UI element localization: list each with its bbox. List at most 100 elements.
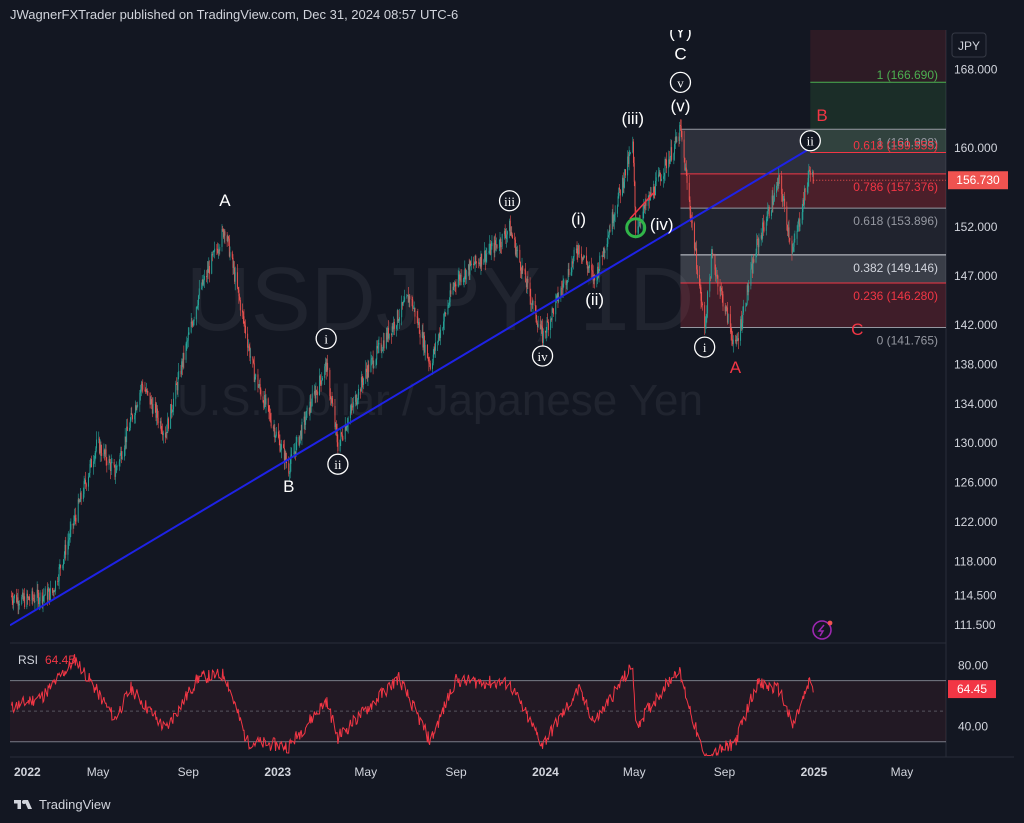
candle bbox=[643, 198, 645, 219]
candle-body bbox=[26, 593, 28, 608]
candle-body bbox=[619, 187, 621, 190]
candle bbox=[655, 172, 656, 196]
candle bbox=[349, 404, 351, 425]
candle-body bbox=[550, 318, 552, 321]
candle-body bbox=[685, 167, 687, 171]
candle bbox=[26, 589, 28, 610]
candle-body bbox=[553, 308, 555, 315]
candle bbox=[562, 275, 564, 298]
candle-body bbox=[165, 432, 166, 438]
candle-body bbox=[77, 499, 79, 522]
candle-body bbox=[801, 212, 803, 224]
candle bbox=[729, 305, 731, 334]
fib-level-label: 1 (161.908) bbox=[877, 135, 938, 149]
candle bbox=[218, 248, 220, 257]
candle bbox=[491, 235, 493, 250]
candle-body bbox=[27, 593, 29, 599]
candle-body bbox=[290, 454, 292, 464]
candle-body bbox=[489, 243, 491, 252]
candle bbox=[388, 320, 389, 343]
candle-body bbox=[361, 377, 363, 383]
candle-body bbox=[789, 237, 791, 241]
candle bbox=[787, 224, 789, 236]
candle bbox=[750, 262, 752, 290]
candle-body bbox=[305, 411, 307, 420]
currency-button[interactable] bbox=[951, 32, 987, 58]
candle bbox=[721, 286, 723, 303]
chart-area[interactable]: USDJPY, 1DU.S. Dollar / Japanese Yen 1 (… bbox=[10, 30, 1014, 786]
candle-body bbox=[763, 227, 765, 231]
candle-body bbox=[115, 472, 117, 477]
candle-body bbox=[57, 581, 59, 582]
candle bbox=[130, 407, 132, 422]
candle bbox=[279, 434, 281, 453]
tradingview-footer[interactable]: TradingView bbox=[0, 786, 1024, 823]
candle bbox=[337, 434, 339, 454]
candle bbox=[526, 276, 528, 294]
candle-body bbox=[766, 219, 768, 223]
candle-body bbox=[757, 239, 758, 240]
candle-body bbox=[390, 333, 392, 336]
candle-body bbox=[105, 449, 107, 461]
candle-body bbox=[481, 253, 483, 265]
candle bbox=[476, 260, 477, 268]
candle-body bbox=[597, 266, 599, 281]
wave-label-text: A bbox=[219, 191, 231, 210]
candle bbox=[341, 426, 343, 442]
candle-body bbox=[217, 250, 219, 253]
candle-body bbox=[34, 601, 36, 602]
candle bbox=[435, 333, 436, 358]
candle bbox=[126, 419, 128, 449]
candle bbox=[18, 600, 20, 615]
candle-body bbox=[551, 308, 553, 321]
wave-label: (ii) bbox=[585, 290, 604, 309]
candle-body bbox=[561, 288, 563, 289]
candle-body bbox=[375, 359, 377, 367]
candle bbox=[514, 236, 516, 257]
candle bbox=[69, 521, 71, 543]
candle bbox=[293, 444, 295, 455]
candle-body bbox=[427, 357, 429, 360]
candle-body bbox=[324, 362, 326, 367]
candle-body bbox=[684, 157, 686, 171]
candle-body bbox=[55, 581, 56, 592]
candle bbox=[423, 332, 425, 356]
candle bbox=[623, 178, 625, 194]
candle bbox=[361, 373, 363, 388]
candle-body bbox=[90, 459, 92, 465]
candle bbox=[154, 397, 156, 413]
candle-body bbox=[773, 200, 775, 205]
candle bbox=[362, 376, 364, 394]
candle bbox=[411, 295, 413, 307]
candle-body bbox=[622, 177, 624, 188]
candle bbox=[24, 588, 26, 610]
candle bbox=[367, 359, 369, 386]
alert-lightning-icon[interactable] bbox=[812, 620, 832, 640]
candle-body bbox=[527, 278, 529, 283]
candle bbox=[315, 382, 317, 403]
candle-body bbox=[514, 239, 516, 255]
candle bbox=[429, 360, 431, 371]
candle-body bbox=[575, 248, 577, 250]
candle bbox=[170, 399, 172, 419]
candle bbox=[67, 533, 69, 561]
candle bbox=[234, 266, 236, 291]
candle bbox=[628, 146, 630, 171]
candle bbox=[290, 447, 292, 472]
candle-body bbox=[462, 279, 464, 283]
candle-body bbox=[386, 332, 388, 340]
candle-body bbox=[176, 383, 177, 385]
candle bbox=[637, 218, 639, 238]
candle-body bbox=[231, 252, 233, 258]
candle-body bbox=[674, 137, 676, 145]
candle bbox=[495, 237, 497, 252]
wave-label: C bbox=[674, 44, 686, 63]
candle-body bbox=[736, 339, 738, 341]
candle-body bbox=[145, 390, 147, 392]
candle-body bbox=[540, 325, 542, 330]
candle bbox=[575, 244, 577, 254]
candle bbox=[72, 523, 74, 534]
candle-body bbox=[320, 380, 322, 385]
candle bbox=[794, 230, 796, 243]
candle-body bbox=[69, 529, 71, 538]
